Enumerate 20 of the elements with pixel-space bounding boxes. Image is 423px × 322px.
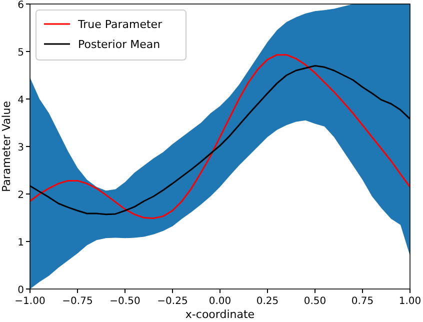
y-tick-label: 2 (18, 190, 24, 201)
x-tick-label: −1.00 (14, 296, 46, 307)
x-tick-label: 0.00 (208, 296, 232, 307)
x-axis-title: x-coordinate (185, 308, 255, 321)
legend-label: Posterior Mean (78, 38, 160, 51)
y-tick-label: 1 (18, 238, 24, 248)
legend-label: True Parameter (77, 18, 163, 31)
y-tick-label: 6 (18, 0, 24, 11)
y-tick-label: 0 (18, 285, 24, 296)
x-tick-label: 0.50 (304, 296, 326, 307)
x-tick-label: 1.00 (398, 296, 422, 307)
x-tick-label: 0.75 (351, 296, 374, 307)
y-tick-label: 5 (18, 48, 24, 58)
x-tick-label: −0.75 (62, 296, 93, 307)
y-tick-label: 3 (18, 142, 24, 154)
x-tick-label: 0.25 (256, 296, 279, 307)
x-tick-label: −0.50 (110, 296, 140, 307)
y-tick-label: 4 (18, 95, 24, 106)
y-axis-title: Parameter Value (0, 100, 13, 192)
x-tick-label: −0.25 (157, 296, 188, 307)
